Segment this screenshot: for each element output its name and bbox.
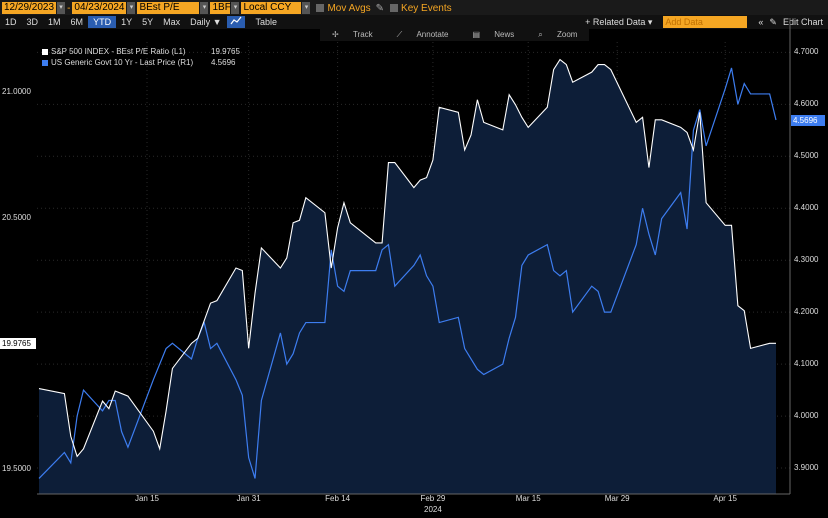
right-axis-tick-label: 4.7000 xyxy=(794,47,819,57)
left-axis-tick-label: 21.0000 xyxy=(2,87,31,97)
x-axis-tick-label: Mar 15 xyxy=(515,494,541,503)
table-button[interactable]: Table xyxy=(255,17,278,27)
related-data-button[interactable]: + Related Data ▾ xyxy=(585,17,653,27)
currency-dropdown-icon[interactable]: ▾ xyxy=(302,2,311,14)
line-chart-icon[interactable] xyxy=(226,16,245,28)
news-icon: ▤ xyxy=(472,30,483,39)
legend-last-yield: 4.5696 xyxy=(211,58,236,67)
x-axis-tick-label: Feb 29 xyxy=(420,494,446,503)
adjust-input[interactable]: 1BF xyxy=(210,2,231,14)
legend-item-yield[interactable]: US Generic Govt 10 Yr - Last Price (R1) … xyxy=(42,57,240,68)
pe-ratio-area-fill xyxy=(39,59,776,494)
period-6m[interactable]: 6M xyxy=(70,17,84,27)
news-label: News xyxy=(494,30,515,39)
right-axis-tick-label: 4.4000 xyxy=(794,203,819,213)
grid-lines xyxy=(37,42,790,494)
x-axis-tick-label: Apr 15 xyxy=(713,494,737,503)
right-axis-tick-label: 4.5000 xyxy=(794,151,819,161)
key-events-checkbox[interactable] xyxy=(390,4,399,12)
zoom-tool[interactable]: ⌕ Zoom xyxy=(526,29,589,41)
mov-avgs-label[interactable]: Mov Avgs xyxy=(327,2,371,14)
annotate-icon: ⟋ xyxy=(396,30,405,39)
news-tool[interactable]: ▤ News xyxy=(461,29,527,41)
annotate-tool[interactable]: ⟋ Annotate xyxy=(385,29,461,41)
period-ytd[interactable]: YTD xyxy=(88,16,117,28)
end-date-dropdown-icon[interactable]: ▾ xyxy=(127,2,136,14)
right-axis-tick-label: 4.6000 xyxy=(794,99,819,109)
x-axis-tick-label: Mar 29 xyxy=(604,494,630,503)
legend-label-yield: US Generic Govt 10 Yr - Last Price (R1) xyxy=(51,58,194,67)
zoom-label: Zoom xyxy=(557,30,578,39)
field-input[interactable]: BEst P/E xyxy=(137,2,200,14)
pencil-icon[interactable]: ✎ xyxy=(375,2,385,14)
period-max[interactable]: Max xyxy=(163,17,181,27)
crosshair-icon: ✢ xyxy=(332,30,341,39)
us-10yr-yield-line xyxy=(38,67,777,479)
legend-label-pe: S&P 500 INDEX - BEst P/E Ratio (L1) xyxy=(51,47,186,56)
date-separator: - xyxy=(67,2,71,14)
x-axis-tick-label: Jan 15 xyxy=(134,494,160,503)
left-axis-tick-label: 19.5000 xyxy=(2,463,31,473)
right-axis-tick-label: 4.1000 xyxy=(794,359,819,369)
adjust-dropdown-icon[interactable]: ▾ xyxy=(231,2,240,14)
legend-last-pe: 19.9765 xyxy=(211,47,240,56)
add-data-input[interactable]: Add Data xyxy=(663,16,748,28)
right-axis-tick-label: 4.2000 xyxy=(794,307,819,317)
edit-chart-button[interactable]: Edit Chart xyxy=(782,17,823,27)
period-1d[interactable]: 1D xyxy=(5,17,17,27)
right-axis-tick-label: 4.0000 xyxy=(794,411,819,421)
start-date-dropdown-icon[interactable]: ▾ xyxy=(57,2,66,14)
currency-input[interactable]: Local CCY xyxy=(241,2,302,14)
legend-item-pe[interactable]: S&P 500 INDEX - BEst P/E Ratio (L1) 19.9… xyxy=(42,46,240,57)
chart-legend[interactable]: S&P 500 INDEX - BEst P/E Ratio (L1) 19.9… xyxy=(42,46,240,68)
frequency-dropdown[interactable]: Daily ▼ xyxy=(190,17,222,27)
right-axis-tick-label: 3.9000 xyxy=(794,463,819,473)
track-label: Track xyxy=(352,30,373,39)
top-toolbar: 12/29/2023 ▾ - 04/23/2024 ▾ BEst P/E ▾ 1… xyxy=(0,0,828,16)
pe-last-value-tag: 19.9765 xyxy=(0,338,36,350)
x-axis-year-label: 2024 xyxy=(424,505,442,514)
key-events-label[interactable]: Key Events xyxy=(401,2,452,14)
mov-avgs-checkbox[interactable] xyxy=(316,4,325,12)
chart-tools: ✢ Track ⟋ Annotate ▤ News ⌕ Zoom xyxy=(320,29,590,41)
period-1m[interactable]: 1M xyxy=(48,17,61,27)
period-3d[interactable]: 3D xyxy=(26,17,39,27)
edit-chart-icon[interactable]: ✎ xyxy=(769,17,777,27)
zoom-icon: ⌕ xyxy=(538,30,545,39)
field-dropdown-icon[interactable]: ▾ xyxy=(200,2,209,14)
period-5y[interactable]: 5Y xyxy=(142,17,154,27)
annotate-label: Annotate xyxy=(416,30,449,39)
end-date-input[interactable]: 04/23/2024 xyxy=(72,2,127,14)
period-1y[interactable]: 1Y xyxy=(121,17,133,27)
pe-ratio-line xyxy=(38,58,776,458)
collapse-icon[interactable]: « xyxy=(758,17,764,27)
right-axis-tick-label: 4.3000 xyxy=(794,255,819,265)
track-tool[interactable]: ✢ Track xyxy=(320,29,385,41)
start-date-input[interactable]: 12/29/2023 xyxy=(2,2,57,14)
legend-swatch-pe xyxy=(42,48,48,55)
legend-swatch-yield xyxy=(42,59,48,66)
range-toolbar: 1D 3D 1M 6M YTD 1Y 5Y Max Daily ▼ Table … xyxy=(0,15,828,29)
yield-last-value-tag: 4.5696 xyxy=(791,114,825,126)
x-axis-tick-label: Feb 14 xyxy=(325,494,351,503)
x-axis-tick-label: Jan 31 xyxy=(236,494,261,503)
left-axis-tick-label: 20.5000 xyxy=(2,212,31,222)
